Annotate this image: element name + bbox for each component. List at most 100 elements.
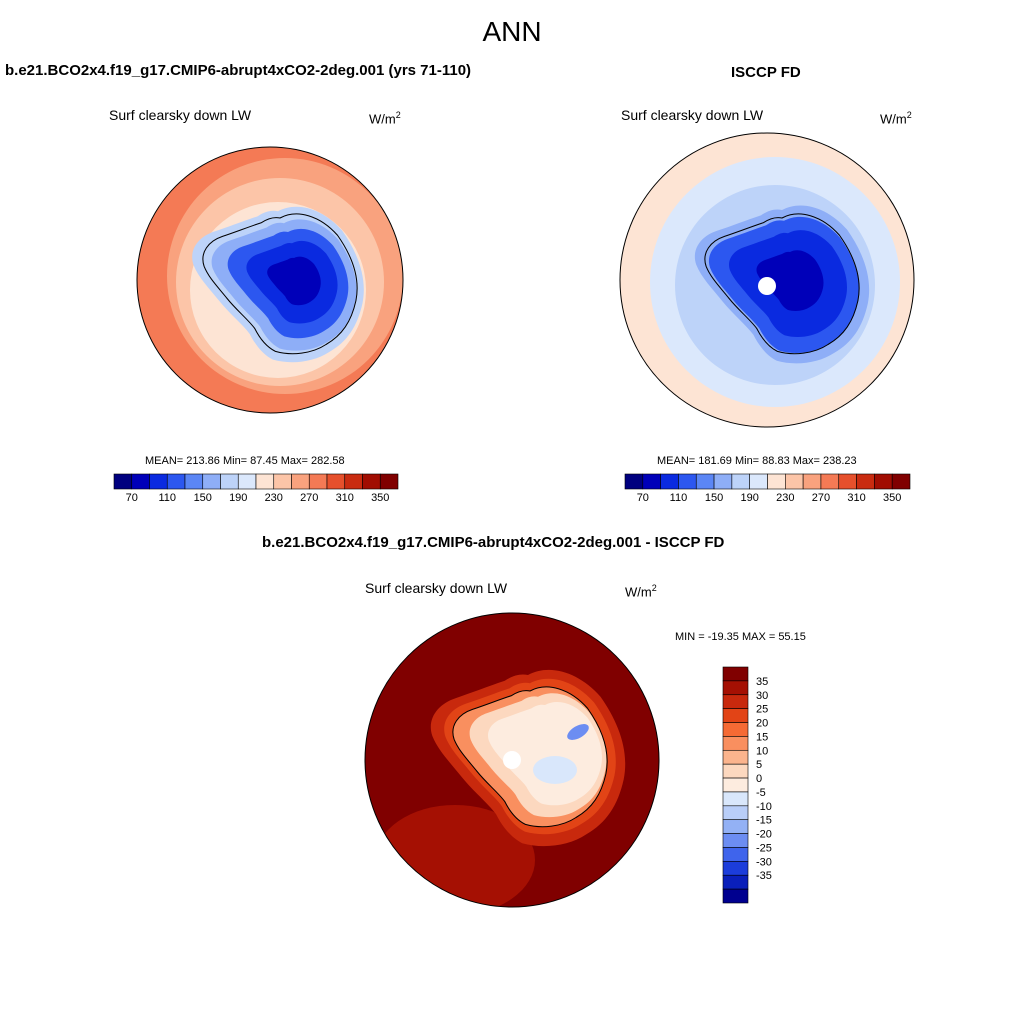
panel2-colorbar-label: 70 [637,492,649,504]
diff-colorbar-box [722,833,749,848]
panel2-colorbar-box [660,473,679,490]
diff-colorbar-box [722,888,749,904]
diff-colorbar-label: -30 [756,856,772,868]
diff-colorbar-label: 5 [756,759,762,771]
diff-pole-hole [503,751,521,769]
diff-colorbar-box [722,805,749,821]
diff-colorbar-label: 0 [756,773,762,785]
diff-colorbar-box [722,708,749,723]
panel2-stats: MEAN= 181.69 Min= 88.83 Max= 238.23 [657,455,857,467]
panel1-colorbar-box [273,473,292,490]
panel1-colorbar-box [113,473,133,490]
panel2-colorbar-label: 230 [776,492,794,504]
panel1-colorbar-box [255,473,275,490]
panel1-colorbar-box [131,473,150,490]
panel2-map-border [619,132,915,428]
panel2-colorbar-label: 190 [741,492,759,504]
diff-colorbar-box [722,680,749,696]
diff-colorbar-label: 15 [756,731,768,743]
diff-colorbar-box [722,861,749,876]
diff-colorbar-label: -10 [756,801,772,813]
panel1-map-border [136,146,404,414]
panel2-colorbar-box [802,473,822,490]
diff-colorbar-box [722,694,749,709]
diff-colorbar-box [722,736,749,751]
panel1-colorbar-label: 350 [371,492,389,504]
diff-colorbar-box [722,847,749,862]
panel1-colorbar-box [149,473,168,490]
panel1-colorbar-label: 270 [300,492,318,504]
diff-colorbar-box [722,749,749,765]
panel2-colorbar-label: 350 [883,492,901,504]
diff-case-label: b.e21.BCO2x4.f19_g17.CMIP6-abrupt4xCO2-2… [262,534,725,551]
panel2-pole-hole [758,277,776,295]
panel2-colorbar-box [624,473,644,490]
panel1-map [137,147,403,413]
panel2-colorbar-box [856,473,875,490]
panel2-colorbar-box [820,473,840,490]
diff-map-border [364,612,660,908]
diff-stats: MIN = -19.35 MAX = 55.15 [675,631,806,643]
panel1-colorbar-label: 70 [126,492,138,504]
panel2-colorbar-box [891,473,911,490]
panel2-case-label: ISCCP FD [731,64,801,81]
panel2-variable: Surf clearsky down LW [621,107,764,123]
panel2-colorbar-label: 310 [847,492,865,504]
panel1-colorbar-box [379,473,399,490]
diff-colorbar-label: -15 [756,815,772,827]
diff-colorbar-label: -20 [756,829,772,841]
panel2-colorbar-label: 270 [812,492,830,504]
diff-colorbar-label: -35 [756,870,772,882]
panel1-units: W/m2 [369,110,401,127]
page-title: ANN [482,16,542,47]
panel1-variable: Surf clearsky down LW [109,107,252,123]
panel1-colorbar-label: 110 [158,492,176,504]
diff-cool-patch-2 [567,724,589,740]
diff-colorbar-label: 35 [756,676,768,688]
panel2-colorbar-label: 110 [670,492,688,504]
panel1-colorbar-box [202,473,221,490]
panel1-colorbar-box [220,473,239,490]
diff-cool-patch-1 [533,756,577,784]
panel1-colorbar-box [362,473,381,490]
panel2-colorbar-box [785,473,804,490]
panel1-colorbar-label: 190 [229,492,247,504]
panel2-colorbar-box [695,473,715,490]
panel2-colorbar-box [767,473,786,490]
panel1-colorbar: 70 110 150 190 230 270 310 350 [113,473,399,504]
diff-colorbar-box [722,791,749,807]
panel1-colorbar-label: 150 [194,492,212,504]
panel1-colorbar-label: 310 [336,492,354,504]
diff-colorbar-box [722,777,749,793]
panel1-colorbar-box [237,473,257,490]
diff-colorbar-box [722,874,749,890]
diff-colorbar-label: 20 [756,718,768,730]
panel2-colorbar: 70 110 150 190 230 270 310 350 [624,473,911,504]
diff-colorbar-box [722,666,749,682]
diff-colorbar-label: 10 [756,745,768,757]
panel2-colorbar-box [838,473,857,490]
panel2-map [620,133,914,427]
diff-colorbar-label: -25 [756,842,772,854]
panel2-colorbar-box [713,473,733,490]
diff-colorbar-box [722,763,749,779]
panel1-colorbar-box [326,473,346,490]
diff-colorbar-label: 25 [756,704,768,716]
panel1-stats: MEAN= 213.86 Min= 87.45 Max= 282.58 [145,455,345,467]
diff-map [365,613,659,907]
panel2-colorbar-box [678,473,697,490]
panel1-case-label: b.e21.BCO2x4.f19_g17.CMIP6-abrupt4xCO2-2… [5,62,472,79]
panel1-colorbar-box [308,473,328,490]
panel2-colorbar-box [749,473,768,490]
panel2-colorbar-label: 150 [705,492,723,504]
diff-colorbar-box [722,819,749,834]
panel2-colorbar-box [642,473,661,490]
panel2-units: W/m2 [880,110,912,127]
diff-variable: Surf clearsky down LW [365,580,508,596]
panel2-colorbar-box [731,473,750,490]
panel1-colorbar-box [184,473,204,490]
panel1-colorbar-box [166,473,186,490]
diff-colorbar-label: -5 [756,787,766,799]
